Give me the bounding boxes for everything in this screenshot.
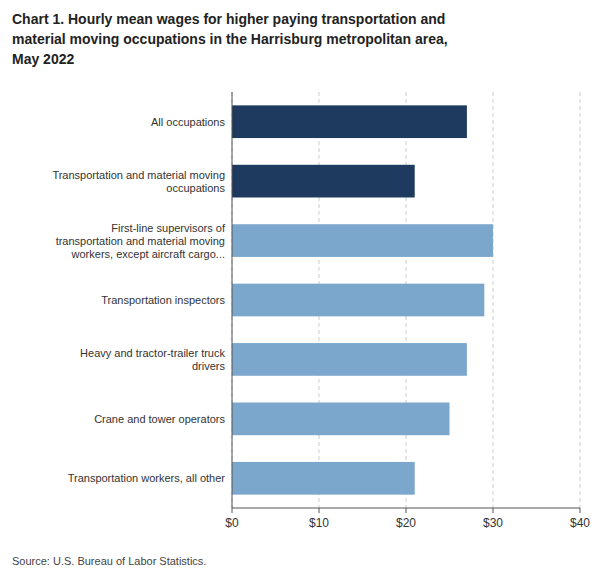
y-tick-label-line: All occupations xyxy=(151,116,225,128)
x-tick-label: $10 xyxy=(309,516,329,530)
y-tick-label-line: Crane and tower operators xyxy=(94,413,225,425)
y-tick-label: First-line supervisors oftransportation … xyxy=(56,222,226,260)
title-line: Chart 1. Hourly mean wages for higher pa… xyxy=(12,11,445,27)
y-tick-label: Transportation inspectors xyxy=(101,294,225,306)
y-tick-label-line: First-line supervisors of xyxy=(111,222,226,234)
bar xyxy=(232,165,415,198)
x-tick-label: $30 xyxy=(483,516,503,530)
x-tick xyxy=(319,508,320,513)
grid-line xyxy=(493,92,494,508)
y-tick-label-line: Heavy and tractor-trailer truck xyxy=(80,347,225,359)
bar xyxy=(232,284,484,317)
chart-svg: Chart 1. Hourly mean wages for higher pa… xyxy=(0,0,601,577)
grid-line xyxy=(580,92,581,508)
source: Source: U.S. Bureau of Labor Statistics. xyxy=(12,555,206,567)
x-tick xyxy=(406,508,407,513)
bar xyxy=(232,224,493,257)
y-tick-label: Transportation and material movingoccupa… xyxy=(52,169,225,194)
y-tick-label-line: Transportation workers, all other xyxy=(68,472,226,484)
y-tick-label-line: workers, except aircraft cargo... xyxy=(71,248,225,260)
grid-line xyxy=(232,92,233,508)
title-line: May 2022 xyxy=(12,51,74,67)
bar xyxy=(232,343,467,376)
y-tick-label-line: drivers xyxy=(192,360,226,372)
x-tick xyxy=(580,508,581,513)
x-axis: $0 $10 $20 $30 $40 xyxy=(225,508,590,530)
grid xyxy=(232,92,580,508)
y-tick-label: Crane and tower operators xyxy=(94,413,225,425)
y-tick-label-line: transportation and material moving xyxy=(56,235,225,247)
x-tick-label: $20 xyxy=(396,516,416,530)
title: Chart 1. Hourly mean wages for higher pa… xyxy=(12,11,448,67)
y-tick-label: Heavy and tractor-trailer truckdrivers xyxy=(80,347,225,372)
bar xyxy=(232,403,450,436)
x-tick xyxy=(493,508,494,513)
y-tick-label-line: occupations xyxy=(166,182,225,194)
y-tick-label: Transportation workers, all other xyxy=(68,472,226,484)
x-tick xyxy=(232,508,233,513)
y-tick-label-line: Transportation and material moving xyxy=(52,169,225,181)
bar xyxy=(232,462,415,495)
bar xyxy=(232,105,467,138)
title-line: material moving occupations in the Harri… xyxy=(12,31,448,47)
bars xyxy=(232,105,493,494)
chart-container: Chart 1. Hourly mean wages for higher pa… xyxy=(0,0,601,577)
x-axis-line xyxy=(232,508,580,509)
y-tick-label: All occupations xyxy=(151,116,225,128)
y-tick-label-line: Transportation inspectors xyxy=(101,294,225,306)
x-tick-label: $0 xyxy=(225,516,239,530)
x-tick-label: $40 xyxy=(570,516,590,530)
y-axis: Transportation workers, all other Crane a… xyxy=(52,92,232,508)
y-axis-line xyxy=(232,92,233,508)
